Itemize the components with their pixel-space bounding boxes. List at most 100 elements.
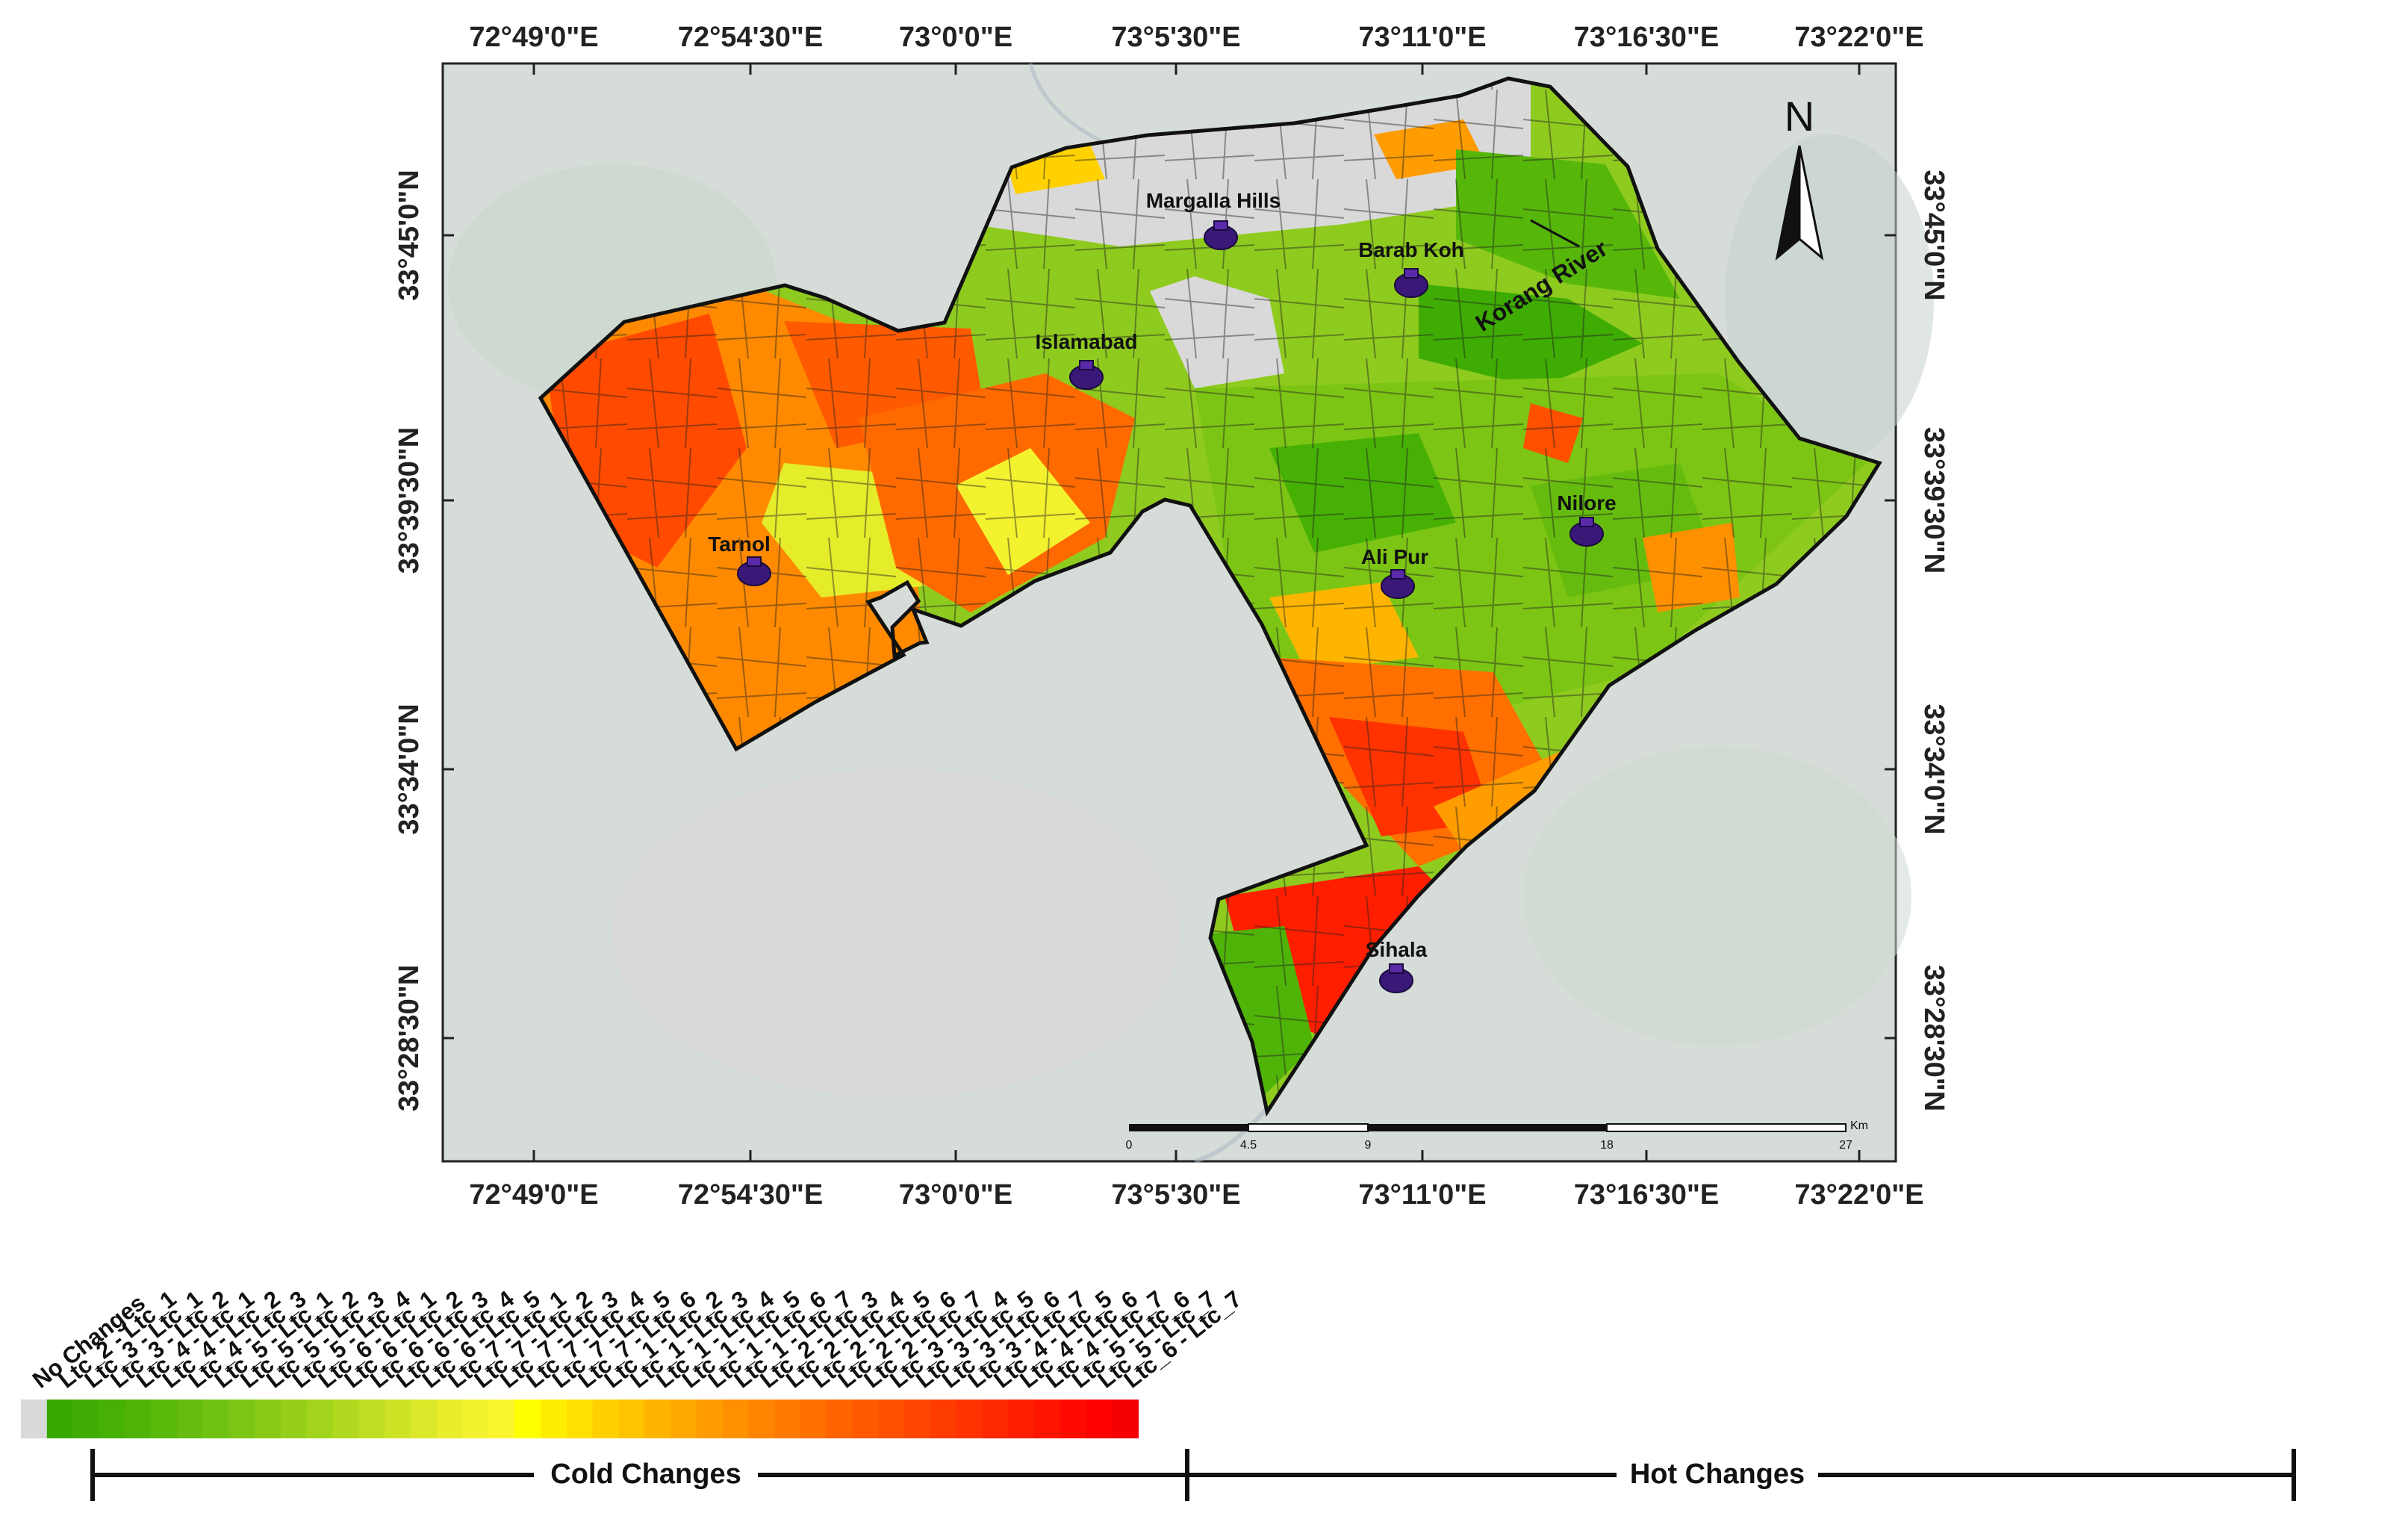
place-label: Margalla Hills [1146,189,1281,212]
legend-swatch [904,1400,931,1438]
legend-swatch [618,1400,645,1438]
place-label: Sihala [1366,938,1428,961]
longitude-labels-bottom: 72°49'0"E 72°54'30"E 73°0'0"E 73°5'30"E 73°1… [469,1150,1924,1211]
legend-swatch [826,1400,853,1438]
longitude-labels-top: 72°49'0"E 72°54'30"E 73°0'0"E 73°5'30"E 73°1… [469,22,1924,75]
legend-swatch [72,1400,99,1438]
scale-unit: Km [1850,1119,1868,1132]
latitude-labels-left: 33°45'0"N 33°39'30"N 33°34'0"N 33°28'30"N [393,170,454,1111]
lon-label-bottom: 73°5'30"E [1111,1179,1240,1211]
legend-swatch [878,1400,905,1438]
north-label: N [1785,93,1814,140]
cold-changes-label: Cold Changes [550,1459,741,1490]
lat-label-right: 33°39'30"N [1918,427,1950,574]
scale-tick-label: 0 [1126,1139,1133,1152]
hot-changes-label: Hot Changes [1630,1459,1805,1490]
legend-swatch [281,1400,308,1438]
place-marker: Sihala [1366,938,1428,993]
legend-swatch [774,1400,801,1438]
scale-tick-label: 18 [1600,1139,1614,1152]
legend-swatch [46,1400,74,1438]
scale-tick-label: 4.5 [1240,1139,1257,1152]
place-marker: Nilore [1557,491,1617,547]
legend-swatch [358,1400,385,1438]
lat-label-left: 33°45'0"N [393,170,425,300]
place-label: Barab Koh [1358,238,1464,261]
legend-swatch [125,1400,152,1438]
place-marker: Margalla Hills [1146,189,1281,250]
legend-swatch [1112,1400,1139,1438]
lon-label-bottom: 73°11'0"E [1358,1179,1486,1211]
legend-swatch [411,1400,438,1438]
legend-swatch [956,1400,983,1438]
lat-label-right: 33°28'30"N [1918,965,1950,1112]
scale-tick-label: 27 [1839,1139,1852,1152]
legend-swatch [462,1400,489,1438]
legend-swatch [671,1400,697,1438]
lon-label-top: 72°49'0"E [469,22,598,53]
legend-swatch [592,1400,619,1438]
place-label: Islamabad [1036,330,1138,353]
legend-swatch [644,1400,671,1438]
legend-swatch [696,1400,724,1438]
lon-label-top: 72°54'30"E [678,22,823,53]
place-marker: Ali Pur [1361,545,1428,599]
legend-swatch [176,1400,204,1438]
legend-swatch [982,1400,1009,1438]
legend-swatch [1034,1400,1061,1438]
legend-color-bar [21,1400,1139,1438]
legend-swatch [1008,1400,1035,1438]
lon-label-top: 73°22'0"E [1794,22,1923,53]
lon-label-bottom: 73°0'0"E [899,1179,1012,1211]
legend-swatch [800,1400,827,1438]
lon-label-bottom: 72°54'30"E [678,1179,823,1211]
legend-swatch [566,1400,594,1438]
lat-label-right: 33°45'0"N [1918,170,1950,300]
place-label: Ali Pur [1361,545,1428,568]
lat-label-left: 33°28'30"N [393,965,425,1112]
legend-swatch [99,1400,125,1438]
legend-swatch [1086,1400,1113,1438]
lon-label-top: 73°16'30"E [1574,22,1719,53]
place-marker: Barab Koh [1358,238,1464,298]
place-label: Nilore [1557,491,1616,515]
change-groups: Cold Changes Hot Changes [90,1449,2296,1501]
legend-swatch [930,1400,957,1438]
lat-label-left: 33°34'0"N [393,703,425,834]
scale-bar: Km 0 4.5 9 18 27 [1126,1119,1868,1152]
district-boundary [538,76,1882,1117]
legend-swatch [514,1400,541,1438]
lat-label-right: 33°34'0"N [1918,703,1950,834]
legend-swatch [385,1400,411,1438]
legend-swatch [21,1400,48,1438]
legend-swatch [541,1400,567,1438]
north-arrow: N [1775,93,1824,261]
legend-swatch [852,1400,879,1438]
legend-swatch [436,1400,464,1438]
legend-swatch [488,1400,515,1438]
legend-swatch [202,1400,229,1438]
legend-swatch [228,1400,255,1438]
lon-label-top: 73°0'0"E [899,22,1012,53]
lon-label-bottom: 73°16'30"E [1574,1179,1719,1211]
legend-swatch [306,1400,334,1438]
legend-swatch [332,1400,359,1438]
satellite-background [448,63,1934,1164]
lon-label-bottom: 73°22'0"E [1794,1179,1923,1211]
place-label: Tarnol [708,532,770,556]
lon-label-top: 73°11'0"E [1358,22,1486,53]
legend-swatch [1060,1400,1087,1438]
place-marker: Islamabad [1036,330,1138,390]
legend-swatch [722,1400,749,1438]
scale-tick-label: 9 [1365,1139,1372,1152]
legend-swatch [748,1400,775,1438]
lon-label-top: 73°5'30"E [1111,22,1240,53]
lat-label-left: 33°39'30"N [393,427,425,574]
latitude-labels-right: 33°45'0"N 33°39'30"N 33°34'0"N 33°28'30"N [1885,170,1950,1111]
lon-label-bottom: 72°49'0"E [469,1179,598,1211]
place-marker: Tarnol [708,532,771,586]
legend-swatch [151,1400,178,1438]
legend-swatch [255,1400,281,1438]
